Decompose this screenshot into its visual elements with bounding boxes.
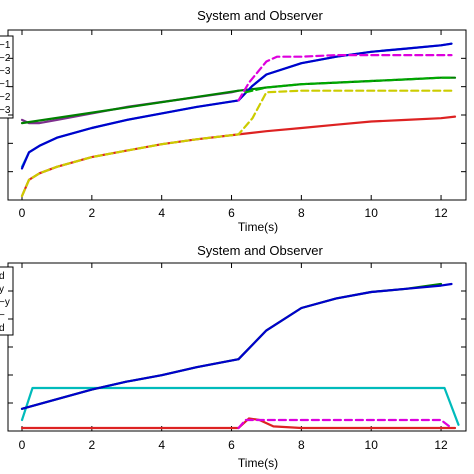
x-axis-label: Time(s) bbox=[238, 220, 278, 234]
legend-entry: −3 bbox=[0, 105, 11, 116]
x-tick-label: 4 bbox=[158, 206, 165, 220]
legend-entry: −1 bbox=[0, 40, 11, 51]
x-tick-label: 4 bbox=[158, 438, 165, 452]
chart-title: System and Observer bbox=[197, 8, 323, 23]
bottom-panel: System and Observer d y −y − d 0 2 4 6 8 10 12… bbox=[0, 243, 467, 470]
series-lines bbox=[20, 42, 457, 198]
x-tick-label: 12 bbox=[434, 438, 448, 452]
legend-entry: −2 bbox=[0, 53, 11, 64]
x-tick-label: 0 bbox=[19, 206, 26, 220]
legend-entry: −1 bbox=[0, 79, 11, 90]
x-tick-label: 10 bbox=[365, 438, 379, 452]
legend-box bbox=[0, 35, 14, 119]
series-line bbox=[237, 418, 453, 430]
legend-entry: d bbox=[0, 271, 5, 282]
legend-entry: y bbox=[0, 284, 4, 295]
series-line bbox=[237, 54, 453, 102]
series-line bbox=[20, 282, 453, 410]
chart-title: System and Observer bbox=[197, 243, 323, 258]
x-ticks: 0 2 4 6 8 10 12 bbox=[8, 263, 466, 452]
legend: −1 −2 −3 −1 −2 −3 bbox=[0, 35, 14, 119]
x-tick-label: 2 bbox=[88, 438, 95, 452]
series-line bbox=[20, 89, 453, 198]
x-tick-label: 8 bbox=[298, 206, 305, 220]
legend-entry: −y bbox=[0, 297, 10, 308]
x-tick-label: 2 bbox=[88, 206, 95, 220]
legend-entry: −3 bbox=[0, 66, 11, 77]
x-tick-label: 0 bbox=[19, 438, 26, 452]
legend-entry: −2 bbox=[0, 92, 11, 103]
legend: d y −y − d bbox=[0, 266, 14, 336]
series-line bbox=[20, 386, 460, 426]
x-tick-label: 6 bbox=[228, 438, 235, 452]
legend-entry: d bbox=[0, 323, 5, 334]
x-ticks: 0 2 4 6 8 10 12 bbox=[8, 30, 466, 220]
plot-frame bbox=[7, 262, 467, 432]
x-tick-label: 10 bbox=[365, 206, 379, 220]
x-tick-label: 6 bbox=[228, 206, 235, 220]
legend-entry: − bbox=[0, 310, 5, 321]
x-tick-label: 8 bbox=[298, 438, 305, 452]
x-axis-label: Time(s) bbox=[238, 456, 278, 470]
x-tick-label: 12 bbox=[434, 206, 448, 220]
legend-box bbox=[0, 266, 14, 336]
series-line bbox=[244, 76, 453, 94]
top-panel: System and Observer −1 −2 −3 −1 −2 −3 0 2… bbox=[0, 8, 467, 234]
series-lines bbox=[20, 282, 460, 430]
